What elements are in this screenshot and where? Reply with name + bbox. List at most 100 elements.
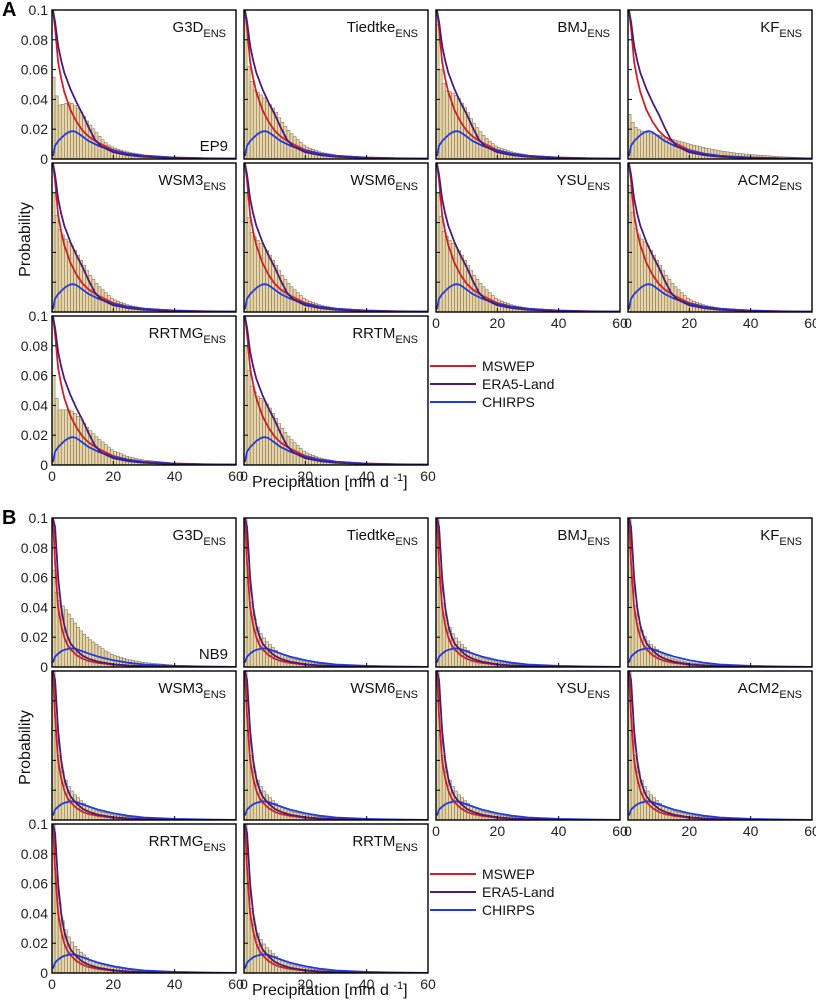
section-label: A bbox=[2, 0, 16, 21]
y-tick-label: 0.1 bbox=[29, 816, 49, 832]
panel-title: WSM3ENS bbox=[158, 172, 226, 193]
panel-ysu: 0 20 40 60 YSUENS bbox=[432, 162, 628, 331]
series-line-era5-land bbox=[244, 163, 428, 312]
x-tick-label: 0 bbox=[240, 468, 248, 484]
panel-title: BMJENS bbox=[557, 527, 610, 548]
x-axis-label-exponent: -1 bbox=[393, 980, 403, 992]
panel-wsm3: WSM3ENS bbox=[51, 162, 237, 313]
x-axis-label-main: Precipitation [mm d bbox=[252, 474, 393, 491]
y-tick-label: 0.08 bbox=[21, 540, 48, 556]
panel-title-subscript: ENS bbox=[779, 28, 802, 40]
panel-title: ACM2ENS bbox=[738, 680, 802, 701]
x-tick-label: 40 bbox=[167, 976, 183, 992]
panel-rrtmg: 0 0.02 0.04 0.06 0.08 0.1 0 20 40 60 RRTMGENS bbox=[21, 816, 244, 992]
panel-title-model: WSM3 bbox=[158, 680, 203, 697]
x-tick-label: 20 bbox=[682, 823, 698, 839]
legend-label: ERA5-Land bbox=[482, 376, 554, 392]
y-tick-label: 0.06 bbox=[21, 876, 48, 892]
hist-bar bbox=[252, 391, 257, 465]
y-tick-label: 0.08 bbox=[21, 32, 48, 48]
panel-frame bbox=[51, 517, 237, 668]
hist-bar bbox=[460, 102, 464, 159]
series-line-chirps bbox=[244, 436, 428, 465]
series-line-chirps bbox=[244, 953, 428, 973]
panel-title-model: WSM6 bbox=[350, 172, 395, 189]
panel-title: WSM6ENS bbox=[350, 680, 418, 701]
hist-bar bbox=[60, 103, 65, 159]
panel-frame bbox=[51, 670, 237, 821]
y-axis-label: Probability bbox=[17, 202, 34, 277]
plot-area bbox=[244, 671, 428, 820]
section-b: B00.020.040.060.080.1G3DENSNB9TiedtkeENS… bbox=[2, 507, 816, 999]
hist-bar bbox=[454, 246, 458, 312]
panel-acm2: 0 20 40 60 ACM2ENS bbox=[624, 670, 816, 839]
series-line-chirps bbox=[436, 283, 620, 312]
panel-title: KFENS bbox=[760, 19, 802, 40]
panel-title: WSM6ENS bbox=[350, 172, 418, 193]
hist-bar bbox=[652, 133, 656, 159]
series-line-chirps bbox=[52, 647, 236, 667]
hist-bar bbox=[57, 229, 62, 312]
x-tick-label: 20 bbox=[298, 976, 314, 992]
panel-title: TiedtkeENS bbox=[347, 19, 418, 40]
hist-bar bbox=[444, 236, 449, 312]
legend-label: CHIRPS bbox=[482, 902, 535, 918]
hist-bar bbox=[262, 246, 266, 312]
panel-title-subscript: ENS bbox=[587, 689, 610, 701]
series-line-era5-land bbox=[52, 316, 236, 465]
legend: MSWEP ERA5-Land CHIRPS bbox=[430, 358, 554, 410]
series-line-chirps bbox=[52, 130, 236, 159]
panel-title-model: Tiedtke bbox=[347, 527, 396, 544]
panel-title: ACM2ENS bbox=[738, 172, 802, 193]
panel-title-subscript: ENS bbox=[587, 28, 610, 40]
panel-title: RRTMENS bbox=[352, 325, 418, 346]
x-tick-label: 60 bbox=[612, 315, 628, 331]
panel-title-model: KF bbox=[760, 19, 779, 36]
series-line-chirps bbox=[244, 647, 428, 667]
plot-area bbox=[52, 316, 236, 465]
hist-bar bbox=[76, 254, 80, 312]
y-axis-label: Probability bbox=[17, 710, 34, 785]
series-line-chirps bbox=[244, 130, 428, 159]
x-tick-label: 40 bbox=[551, 315, 567, 331]
panel-wsm3: WSM3ENS bbox=[51, 670, 237, 821]
y-tick-label: 0.04 bbox=[21, 397, 48, 413]
panel-title-model: G3D bbox=[173, 19, 204, 36]
plot-area bbox=[628, 163, 812, 312]
panel-rrtm: 0 20 40 60 RRTMENS bbox=[240, 315, 436, 484]
hist-bar bbox=[652, 254, 656, 312]
panel-frame bbox=[243, 315, 429, 466]
y-tick-label: 0.1 bbox=[29, 510, 49, 526]
series-line-chirps bbox=[628, 800, 812, 820]
panel-title: TiedtkeENS bbox=[347, 527, 418, 548]
hist-bar bbox=[60, 234, 65, 312]
hist-bar bbox=[265, 250, 269, 312]
panel-kf: KFENS bbox=[627, 9, 813, 160]
x-tick-label: 40 bbox=[167, 468, 183, 484]
y-tick-label: 0 bbox=[40, 457, 48, 473]
x-tick-label: 40 bbox=[743, 823, 759, 839]
hist-bar bbox=[457, 98, 461, 159]
hist-bar bbox=[265, 403, 269, 465]
hist-bar bbox=[57, 104, 62, 159]
y-tick-label: 0.02 bbox=[21, 935, 48, 951]
y-tick-label: 0 bbox=[40, 965, 48, 981]
series-line-era5-land bbox=[244, 316, 428, 465]
panel-title-subscript: ENS bbox=[203, 536, 226, 548]
hist-bar bbox=[249, 385, 254, 465]
x-tick-label: 60 bbox=[804, 823, 816, 839]
panel-kf: KFENS bbox=[627, 517, 813, 668]
series-line-chirps bbox=[628, 283, 812, 312]
series-line-chirps bbox=[436, 130, 620, 159]
x-tick-label: 0 bbox=[240, 976, 248, 992]
panel-title-subscript: ENS bbox=[395, 689, 418, 701]
y-tick-label: 0.04 bbox=[21, 905, 48, 921]
panel-title-model: BMJ bbox=[557, 527, 587, 544]
x-tick-label: 60 bbox=[612, 823, 628, 839]
hist-bar bbox=[79, 630, 83, 667]
panel-frame bbox=[243, 162, 429, 313]
panel-title-subscript: ENS bbox=[203, 689, 226, 701]
x-tick-label: 60 bbox=[420, 976, 436, 992]
region-label: NB9 bbox=[199, 646, 228, 663]
series-line-chirps bbox=[52, 800, 236, 820]
